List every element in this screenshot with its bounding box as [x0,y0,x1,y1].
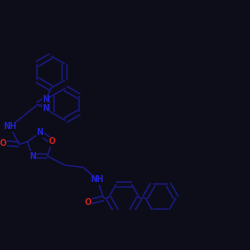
Text: NH: NH [90,175,104,184]
Text: N: N [29,152,35,161]
Text: N: N [36,128,43,137]
Text: NH: NH [3,122,17,131]
Text: N: N [42,104,49,114]
Text: O: O [49,137,56,146]
Text: O: O [0,138,6,147]
Text: N: N [42,95,49,104]
Text: O: O [85,198,91,207]
